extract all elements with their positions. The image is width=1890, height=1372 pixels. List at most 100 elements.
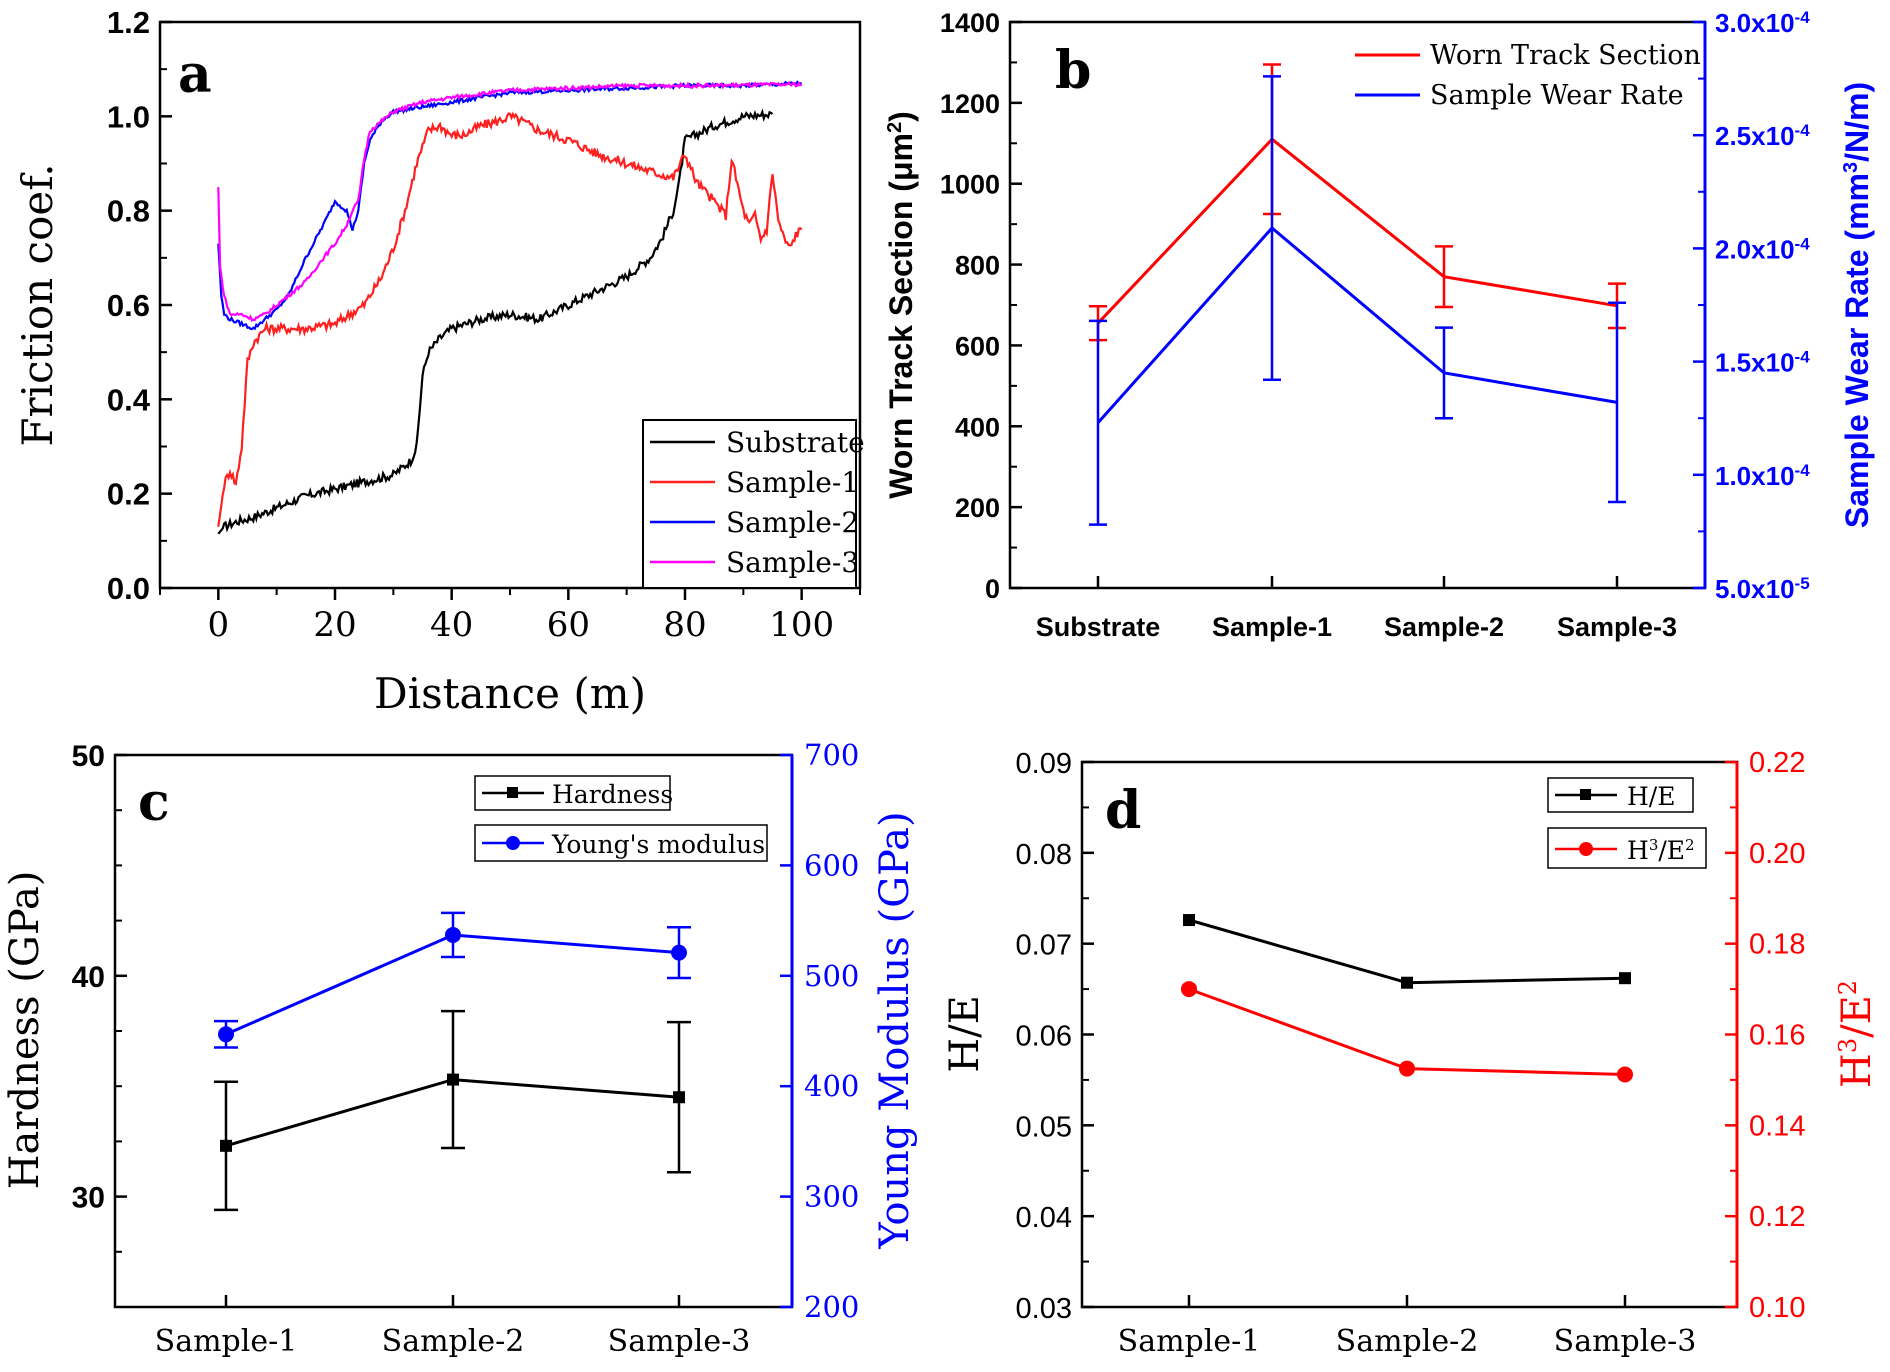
panel-b-right-y-tick-exponent: -5: [1795, 574, 1810, 593]
panel-d-legend: H/E H3/E2: [1547, 777, 1707, 869]
panel-d-right-y-tick-label: 0.22: [1749, 747, 1805, 779]
panel-b-right-y-axis-label-main: Sample Wear Rate (mm: [1839, 173, 1875, 528]
panel-d-right-y-tick-label: 0.12: [1749, 1201, 1805, 1233]
panel-d-x-tick-label: Sample-3: [1554, 1324, 1697, 1359]
panel-b-right-y-tick-label: 5.0x10-5: [1715, 574, 1810, 605]
panel-b-y-axis-label-main: Worn Track Section (μm: [883, 133, 919, 499]
panel-b-y-tick-label: 1200: [940, 89, 1000, 119]
series-line: [1188, 918, 1626, 985]
panel-b-series: [1089, 63, 1626, 526]
legend-label-h3-e2-e: /E: [1658, 836, 1685, 865]
panel-a-legend-box: [642, 419, 857, 589]
panel-b-label: b: [1055, 40, 1091, 101]
panel-b-y-axis-label: Worn Track Section (μm2): [883, 111, 919, 499]
legend-marker-hardness: [507, 787, 518, 798]
panel-a-x-tick-label: 20: [313, 605, 356, 645]
legend-marker-h-e: [1580, 789, 1591, 800]
series-line-sample-3: [217, 81, 803, 322]
panel-c-x-tick-label: Sample-2: [382, 1324, 525, 1359]
panel-b-y-tick-label: 0: [985, 574, 1000, 604]
series-group-wear-rate: [1089, 75, 1626, 526]
panel-b-y-tick-label: 800: [955, 251, 1000, 281]
series-line-sample-1: [217, 111, 803, 527]
panel-c-y-tick-label: 30: [72, 1182, 105, 1215]
panel-b-legend: Worn Track Section Sample Wear Rate: [1355, 40, 1701, 111]
panel-b-right-y-tick-label: 1.5x10-4: [1715, 347, 1810, 378]
panel-d-right-y-axis-label-sup3: 3: [1834, 1038, 1862, 1053]
series-line: [1096, 137, 1618, 325]
panel-a-y-tick-label: 0.4: [107, 382, 151, 417]
data-marker: [1401, 976, 1413, 989]
legend-label-worn-track: Worn Track Section: [1430, 40, 1701, 71]
panel-a-y-tick-label: 0.0: [107, 571, 150, 606]
panel-d-right-y-tick-label: 0.20: [1749, 838, 1805, 870]
panel-b-y-tick-label: 600: [955, 331, 1000, 361]
data-marker: [1617, 1066, 1633, 1083]
panel-b-y-ticks: 0 200 400 600 800 1000 1200 1400: [940, 8, 1022, 604]
panel-c-legend: Hardness Young's modulus: [474, 775, 768, 862]
panel-d-right-y-axis-label-e: /E: [1834, 995, 1880, 1038]
panel-a-y-tick-label: 1.0: [107, 99, 150, 134]
panel-c-right-y-axis-label: Young Modulus (GPa): [872, 811, 918, 1249]
data-marker: [447, 1073, 459, 1086]
data-marker: [220, 1139, 232, 1152]
panel-d-y-axis-label: H/E: [942, 995, 988, 1073]
data-marker: [673, 1091, 685, 1104]
panel-b-right-y-tick-exponent: -4: [1795, 121, 1811, 140]
series-group-h-e: [1183, 914, 1631, 989]
panel-a-y-axis-label: Friction coef.: [13, 163, 62, 446]
legend-label-youngs: Young's modulus: [551, 830, 765, 859]
panel-b-right-y-tick-label: 2.5x10-4: [1715, 121, 1810, 152]
series-group-youngs-modulus: [214, 911, 691, 1049]
legend-marker-youngs: [506, 836, 520, 850]
panel-d-y-ticks: 0.03 0.04 0.05 0.06 0.07 0.08 0.09: [1016, 748, 1094, 1325]
panel-c-x-tick-label: Sample-1: [155, 1324, 298, 1359]
panel-b-x-tick-label: Substrate: [1036, 612, 1161, 642]
series-group-hardness: [214, 1009, 691, 1212]
panel-a-friction-chart: a 0.0 0.2 0.4 0.6 0.8 1.0 1.2 0 20 40 60 80 100 Dis…: [13, 5, 865, 718]
panel-c-right-y-tick-label: 600: [804, 848, 859, 882]
panel-a-x-ticks: 0 20 40 60 80 100: [159, 588, 861, 645]
panel-b-y-axis-label-end: ): [883, 111, 919, 122]
panel-a-x-tick-label: 80: [663, 605, 706, 645]
panel-d-y-tick-label: 0.08: [1016, 839, 1072, 871]
legend-marker-h3-e2: [1579, 842, 1593, 856]
panel-d-right-y-tick-label: 0.16: [1749, 1020, 1805, 1052]
legend-label-h3-e2-sup3: 3: [1649, 836, 1659, 854]
legend-label-h3-e2-h: H: [1627, 836, 1649, 865]
legend-label-h-e: H/E: [1627, 782, 1675, 811]
panel-c-y-ticks: 30 40 50: [72, 740, 127, 1253]
panel-b-x-tick-label: Sample-2: [1384, 612, 1504, 642]
panel-d-x-ticks: Sample-1 Sample-2 Sample-3: [1118, 1295, 1697, 1359]
panel-b-right-y-tick-exponent: -4: [1795, 234, 1811, 253]
panel-c-series: [214, 911, 691, 1212]
panel-c-y-axis-label: Hardness (GPa): [2, 871, 48, 1190]
panel-a-y-tick-label: 0.8: [107, 194, 150, 229]
panel-d-right-y-axis-label: H3/E2: [1834, 980, 1880, 1088]
legend-label-h3-e2-sup2: 2: [1685, 836, 1695, 854]
panel-d-label: d: [1105, 780, 1141, 841]
series-line: [1096, 225, 1618, 424]
panel-c-right-y-tick-label: 200: [804, 1290, 859, 1324]
panel-b-right-y-axis-label: Sample Wear Rate (mm3/N/m): [1839, 82, 1875, 528]
panel-d-y-tick-label: 0.09: [1016, 748, 1072, 780]
legend-label-h3-e2: H3/E2: [1627, 836, 1695, 865]
panel-b-x-ticks: Substrate Sample-1 Sample-2 Sample-3: [1036, 576, 1677, 642]
data-marker: [671, 944, 687, 961]
panel-a-y-tick-label: 1.2: [107, 5, 150, 40]
panel-b-right-y-tick-mantissa: 1.5x10: [1715, 348, 1795, 378]
panel-c-right-y-ticks: 200 300 400 500 600 700: [780, 738, 859, 1324]
panel-a-series: [217, 80, 803, 535]
panel-d-right-y-axis-label-sup2: 2: [1834, 980, 1862, 995]
panel-b-y-tick-label: 1400: [940, 8, 1000, 38]
legend-label-hardness: Hardness: [552, 780, 673, 809]
panel-d-y-tick-label: 0.03: [1016, 1293, 1072, 1325]
panel-d-y-tick-label: 0.04: [1016, 1202, 1072, 1234]
panel-d-x-tick-label: Sample-1: [1118, 1324, 1261, 1359]
panel-c-right-y-tick-label: 700: [804, 738, 859, 772]
panel-d-right-y-tick-label: 0.18: [1749, 929, 1805, 961]
panel-c-x-ticks: Sample-1 Sample-2 Sample-3: [155, 1295, 750, 1359]
data-marker: [218, 1026, 234, 1043]
